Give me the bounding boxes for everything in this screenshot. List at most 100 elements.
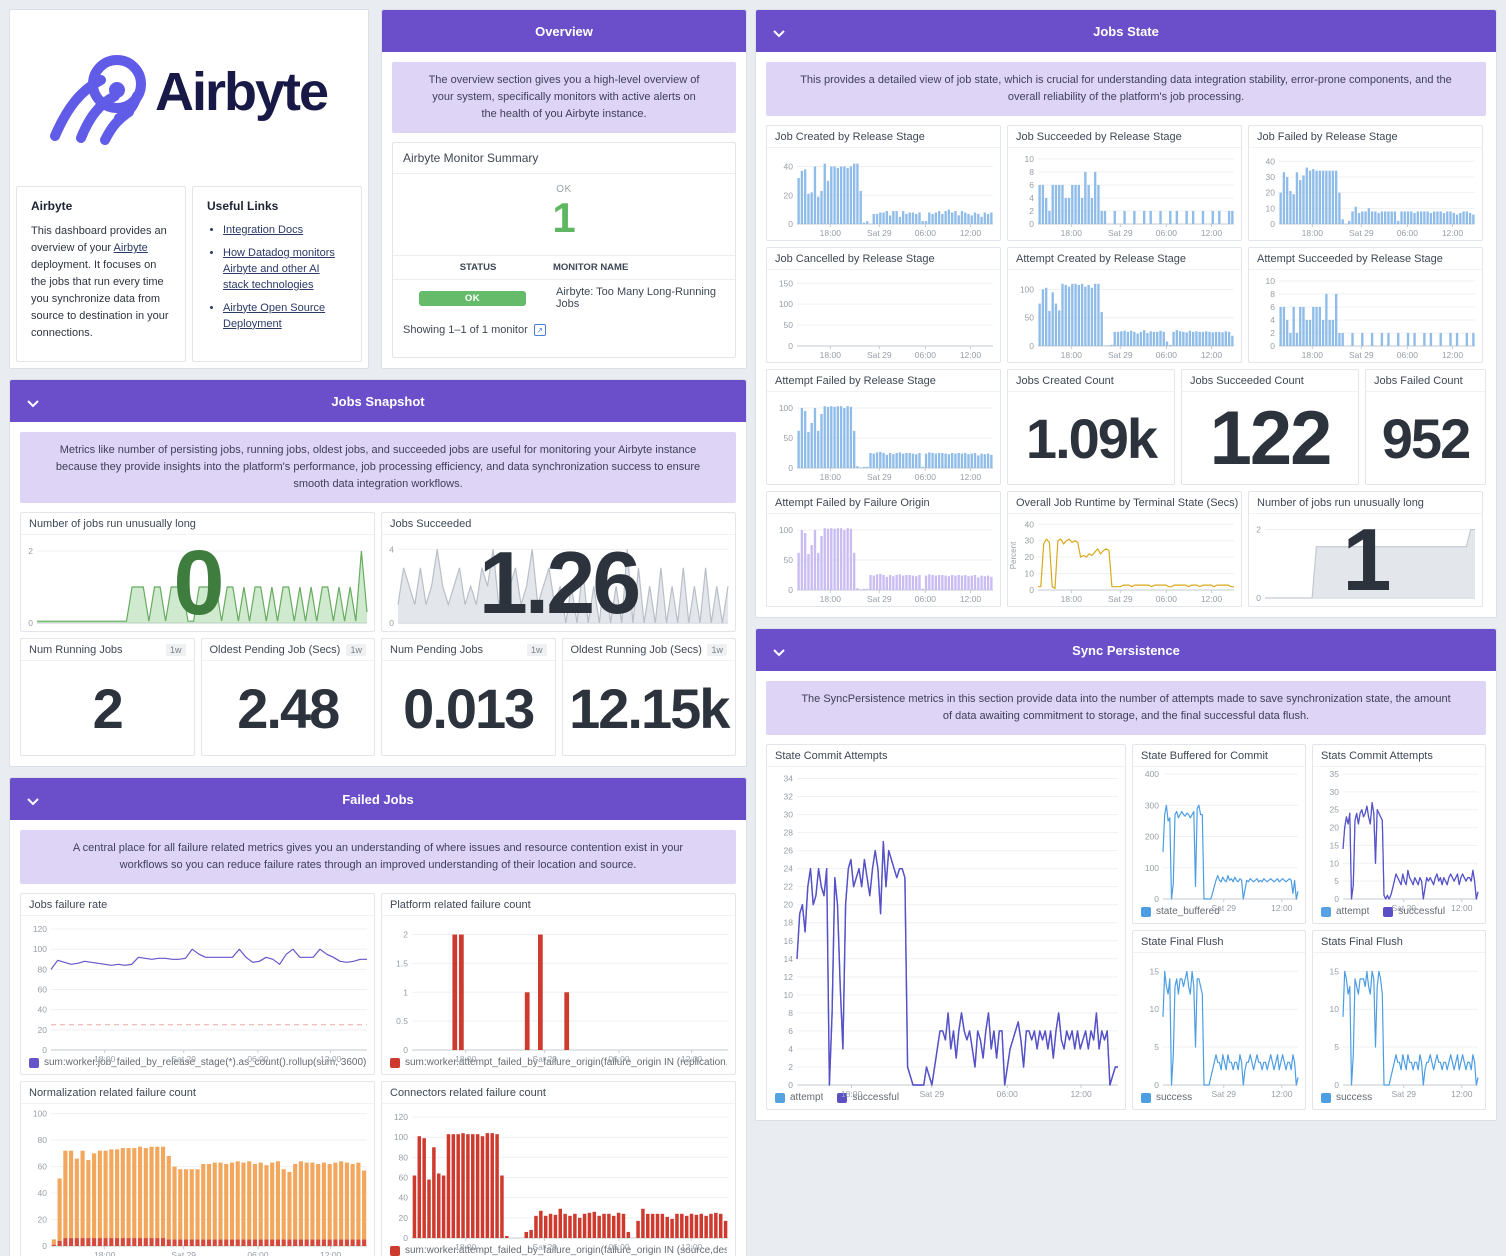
svg-text:18:00: 18:00 [820, 228, 842, 238]
query-value: 2.48 [237, 676, 340, 740]
link-open-source-deployment[interactable]: Airbyte Open Source Deployment [223, 301, 326, 330]
widget-attempt-created[interactable]: Attempt Created by Release Stage 0 50 100 1… [1007, 247, 1242, 364]
collapse-chevron-icon[interactable] [26, 396, 40, 411]
widget-state-buffered[interactable]: State Buffered for Commit 0 100 200 300 400 S… [1132, 744, 1306, 925]
svg-text:50: 50 [784, 433, 794, 443]
svg-text:4: 4 [1029, 193, 1034, 203]
query-value: 952 [1381, 406, 1471, 470]
widget-oldest-running-job[interactable]: Oldest Running Job (Secs) 1w 12.15k [561, 638, 736, 757]
chart-canvas: 0 5 10 15 Sat 29 12:00 [1330, 967, 1479, 1099]
sync-persistence-header: Sync Persistence [756, 629, 1496, 672]
widget-state-commit-attempts[interactable]: State Commit Attempts 0 2 4 6 8 10 12 14 16 18 20 2… [766, 744, 1126, 1111]
chart-title: Num Running Jobs [29, 644, 123, 657]
airbyte-link[interactable]: Airbyte [113, 242, 148, 255]
widget-job-cancelled[interactable]: Job Cancelled by Release Stage 0 50 100 150… [766, 247, 1001, 364]
svg-text:0: 0 [1270, 219, 1275, 229]
svg-text:12:00: 12:00 [320, 1054, 342, 1064]
chart-title: Stats Final Flush [1321, 936, 1403, 949]
widget-job-succeeded[interactable]: Job Succeeded by Release Stage 0 2 4 6 8 10 18… [1007, 125, 1242, 242]
widget-jobs-succeeded-count[interactable]: Jobs Succeeded Count 122 [1181, 369, 1359, 486]
link-integration-docs[interactable]: Integration Docs [223, 224, 304, 236]
monitor-name[interactable]: Airbyte: Too Many Long-Running Jobs [556, 286, 717, 311]
timeframe-badge: 1w [526, 644, 547, 657]
widget-oldest-pending-job[interactable]: Oldest Pending Job (Secs) 1w 2.48 [200, 638, 375, 757]
chart-title: Platform related failure count [390, 899, 531, 912]
svg-text:06:00: 06:00 [247, 1250, 269, 1256]
widget-state-final-flush[interactable]: State Final Flush 0 5 10 15 Sat 29 12:00 succ… [1132, 930, 1306, 1111]
monitor-footer: Showing 1–1 of 1 monitor ↗ [393, 316, 735, 344]
chart-title: Jobs failure rate [29, 899, 108, 912]
widget-jobs-failure-rate[interactable]: Jobs failure rate 0 20 40 60 80 100 120 18:00 Sa… [20, 893, 375, 1076]
svg-text:06:00: 06:00 [1397, 228, 1419, 238]
svg-text:Percent: Percent [1009, 541, 1018, 569]
sync-persistence-description: The SyncPersistence metrics in this sect… [766, 681, 1486, 736]
svg-text:06:00: 06:00 [1156, 350, 1178, 360]
svg-text:60: 60 [38, 985, 48, 995]
chart-title: State Buffered for Commit [1141, 750, 1268, 763]
svg-text:0: 0 [1154, 1080, 1159, 1090]
svg-text:18:00: 18:00 [1302, 228, 1324, 238]
legend-item: success [1321, 1092, 1372, 1103]
widget-attempt-failed-stage[interactable]: Attempt Failed by Release Stage 0 50 100 18… [766, 369, 1001, 486]
widget-attempt-failed-origin[interactable]: Attempt Failed by Failure Origin 0 50 100 1… [766, 491, 1001, 608]
collapse-chevron-icon[interactable] [26, 794, 40, 809]
svg-text:8: 8 [788, 1008, 793, 1018]
widget-num-running-jobs[interactable]: Num Running Jobs 1w 2 [20, 638, 195, 757]
widget-stats-final-flush[interactable]: Stats Final Flush 0 5 10 15 Sat 29 12:00 succ… [1312, 930, 1486, 1111]
widget-monitor-summary[interactable]: Airbyte Monitor Summary OK 1 STATUS MONI… [392, 142, 736, 358]
widget-stats-commit-attempts[interactable]: Stats Commit Attempts 0 5 10 15 20 25 30 35 Sat … [1312, 744, 1486, 925]
chart-canvas: 0 50 100 18:00 Sat 29 06:00 12:00 [779, 525, 993, 604]
section-failed-jobs: Failed Jobs A central place for all fail… [9, 777, 747, 1256]
svg-text:24: 24 [784, 864, 794, 874]
widget-platform-failure-count[interactable]: Platform related failure count 0 0.5 1 1.5 2… [381, 893, 736, 1076]
svg-text:100: 100 [779, 299, 793, 309]
widget-job-created[interactable]: Job Created by Release Stage 0 20 40 18:00 S… [766, 125, 1001, 242]
query-value: 2 [92, 676, 124, 740]
svg-text:18:00: 18:00 [94, 1054, 116, 1064]
widget-num-pending-jobs[interactable]: Num Pending Jobs 1w 0.013 [381, 638, 556, 757]
svg-text:120: 120 [33, 924, 47, 934]
overview-description: The overview section gives you a high-le… [392, 62, 736, 134]
svg-text:30: 30 [1025, 536, 1035, 546]
svg-text:12:00: 12:00 [681, 1054, 703, 1064]
legend-swatch [390, 1245, 400, 1256]
widget-overall-job-runtime[interactable]: Overall Job Runtime by Terminal State (S… [1007, 491, 1242, 608]
stacked-bar-chart: 0 20 40 60 80 100 18:00 Sat 29 06:00 12:00 [21, 1104, 374, 1256]
svg-text:18:00: 18:00 [841, 1089, 863, 1099]
line-chart: 0 100 200 300 400 Sat 29 12:00 [1133, 767, 1305, 913]
chart-title: Jobs Succeeded Count [1190, 375, 1304, 388]
external-link-icon[interactable]: ↗ [533, 324, 546, 337]
collapse-chevron-icon[interactable] [772, 26, 786, 41]
list-item: Integration Docs [223, 223, 347, 239]
svg-text:Sat 29: Sat 29 [171, 1054, 196, 1064]
legend-swatch [29, 1057, 39, 1068]
legend-swatch [1321, 1092, 1331, 1103]
legend-label: success [1336, 1092, 1373, 1104]
chart-canvas: 0 100 200 300 400 Sat 29 12:00 [1145, 769, 1299, 913]
widget-jobs-failed-count[interactable]: Jobs Failed Count 952 [1365, 369, 1486, 486]
svg-text:0: 0 [1334, 1080, 1339, 1090]
widget-jobs-created-count[interactable]: Jobs Created Count 1.09k [1007, 369, 1175, 486]
line-chart: 0 5 10 15 Sat 29 12:00 [1313, 953, 1485, 1099]
chart-title: Attempt Created by Release Stage [1016, 253, 1186, 266]
widget-job-failed[interactable]: Job Failed by Release Stage 0 10 20 30 40 18:… [1248, 125, 1483, 242]
chart-legend: success [1313, 1090, 1485, 1109]
monitor-summary-count: OK 1 [393, 174, 735, 257]
legend-label: sum:worker.attempt_failed_by_failure_ori… [405, 1057, 727, 1069]
chart-title: Job Failed by Release Stage [1257, 131, 1398, 144]
link-datadog-monitors[interactable]: How Datadog monitors Airbyte and other A… [223, 246, 335, 291]
legend-item: sum:worker.attempt_failed_by_failure_ori… [390, 1245, 727, 1256]
collapse-chevron-icon[interactable] [772, 645, 786, 660]
svg-text:Sat 29: Sat 29 [1108, 228, 1133, 238]
widget-normalization-failure-count[interactable]: Normalization related failure count 0 20 4… [20, 1081, 375, 1256]
svg-text:20: 20 [38, 1215, 48, 1225]
chart-canvas: 02 [1256, 525, 1475, 603]
chart-title: Job Created by Release Stage [775, 131, 925, 144]
svg-text:28: 28 [784, 828, 794, 838]
widget-attempt-succeeded[interactable]: Attempt Succeeded by Release Stage 0 2 4 6 8… [1248, 247, 1483, 364]
widget-connectors-failure-count[interactable]: Connectors related failure count 0 20 40 60… [381, 1081, 736, 1256]
monitor-row[interactable]: OK Airbyte: Too Many Long-Running Jobs [393, 280, 735, 316]
